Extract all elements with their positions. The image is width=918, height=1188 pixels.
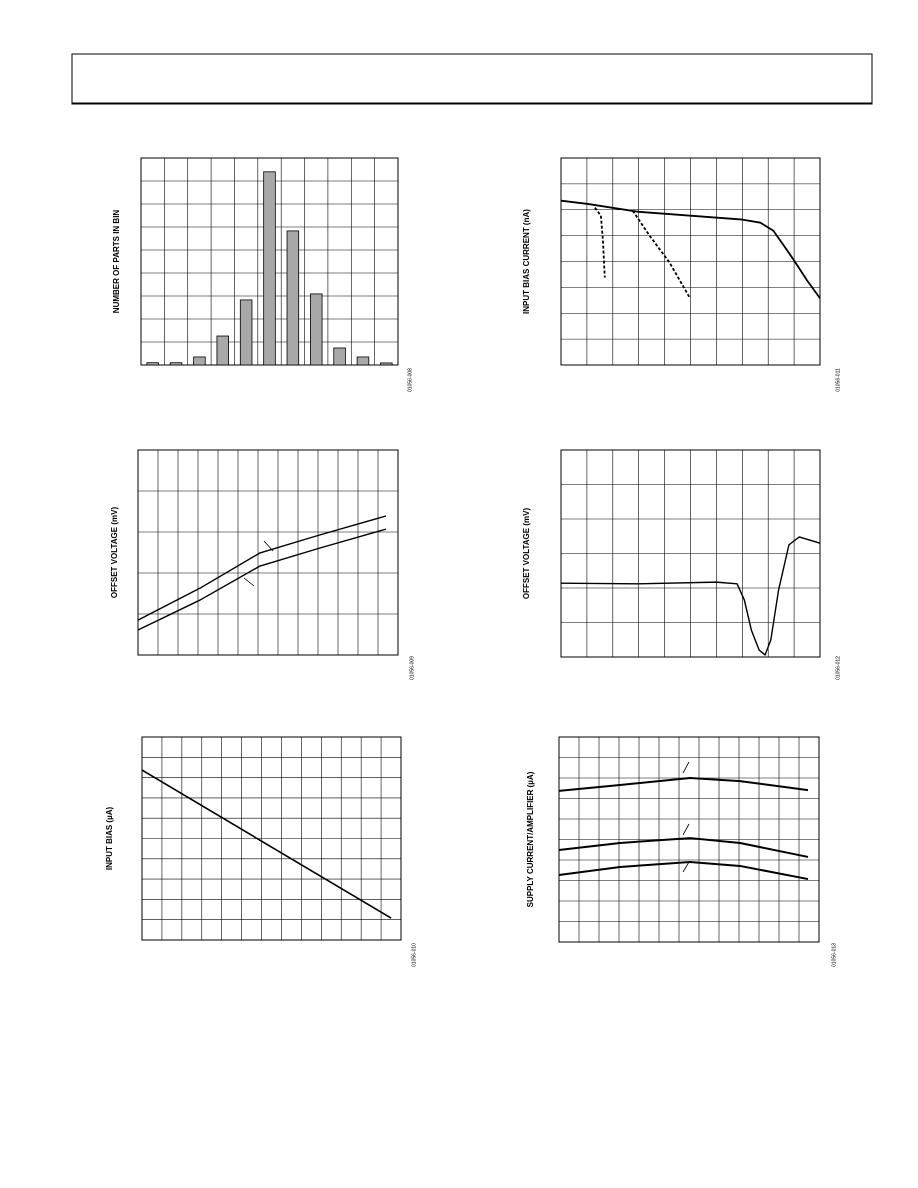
bar	[146, 362, 159, 366]
bar	[380, 362, 393, 366]
plot-frame	[560, 449, 821, 658]
arrow	[682, 823, 690, 836]
arrow	[682, 761, 690, 774]
bar	[286, 230, 300, 366]
series-line	[594, 207, 606, 278]
series-line	[137, 515, 387, 621]
series-line	[137, 528, 387, 631]
y-axis-label: SUPPLY CURRENT/AMPLIFIER (µA)	[526, 771, 535, 907]
figure-id: 01056-011	[835, 368, 841, 392]
bar	[239, 299, 253, 366]
arrow	[243, 577, 255, 587]
plot-frame	[137, 449, 399, 656]
y-axis-label: OFFSET VOLTAGE (mV)	[522, 508, 531, 600]
bar	[169, 362, 183, 366]
bar	[333, 347, 346, 366]
bar	[263, 171, 276, 366]
bar	[193, 356, 206, 366]
bar	[216, 335, 230, 366]
figure-id: 01056-008	[407, 368, 413, 392]
figure-id: 01056-010	[411, 943, 417, 967]
series-line	[560, 536, 821, 656]
series-line	[631, 210, 691, 298]
plot-frame	[560, 157, 821, 366]
y-axis-label: OFFSET VOLTAGE (mV)	[110, 507, 119, 599]
bar	[309, 293, 323, 366]
bar	[356, 356, 370, 366]
series-line	[558, 837, 809, 858]
plot-frame	[558, 736, 820, 943]
figure-id: 01056-013	[831, 943, 837, 967]
figure-id: 01056-009	[409, 656, 415, 680]
plot-frame	[141, 736, 402, 941]
y-axis-label: INPUT BIAS (µA)	[105, 807, 114, 871]
y-axis-label: INPUT BIAS CURRENT (nA)	[522, 209, 531, 314]
y-axis-label: NUMBER OF PARTS IN BIN	[112, 210, 121, 314]
header-box	[71, 53, 873, 105]
annotation-arrows	[243, 540, 690, 873]
series-line	[558, 777, 809, 792]
series-line	[558, 861, 809, 881]
series-line	[560, 199, 821, 299]
series-line	[141, 769, 392, 919]
arrow	[682, 861, 690, 873]
figure-id: 01056-012	[835, 656, 841, 680]
